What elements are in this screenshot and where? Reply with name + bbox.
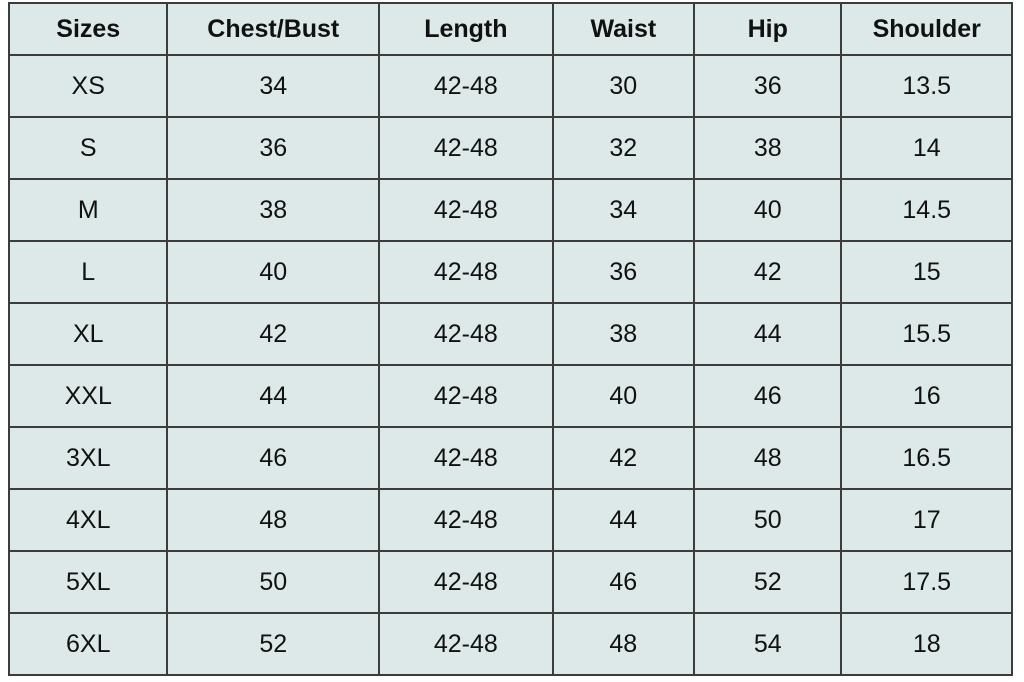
table-cell-size: L [7,240,169,304]
table-row: S 36 42-48 32 38 14 [7,116,1013,180]
table-row: 3XL 46 42-48 42 48 16.5 [7,426,1013,490]
table-cell-shoulder: 18 [840,612,1013,676]
table-cell-chest_bust: 42 [166,302,381,366]
table-cell-length: 42-48 [378,240,554,304]
table-cell-shoulder: 15.5 [840,302,1013,366]
table-row: M 38 42-48 34 40 14.5 [7,178,1013,242]
table-cell-hip: 38 [693,116,843,180]
table-cell-hip: 42 [693,240,843,304]
table-row: XXL 44 42-48 40 46 16 [7,364,1013,428]
table-cell-size: XXL [7,364,169,428]
table-cell-waist: 34 [551,178,696,242]
table-cell-shoulder: 16.5 [840,426,1013,490]
column-header-hip: Hip [693,2,843,56]
table-cell-waist: 36 [551,240,696,304]
table-cell-hip: 46 [693,364,843,428]
table-cell-chest_bust: 38 [166,178,381,242]
table-cell-size: XS [7,54,169,118]
table-cell-size: S [7,116,169,180]
table-cell-length: 42-48 [378,612,554,676]
header-row: Sizes Chest/Bust Length Waist Hip Shoulder [7,2,1013,56]
table-cell-length: 42-48 [378,364,554,428]
table-cell-waist: 30 [551,54,696,118]
table-cell-waist: 32 [551,116,696,180]
column-header-sizes: Sizes [7,2,169,56]
table-cell-chest_bust: 46 [166,426,381,490]
table-cell-hip: 54 [693,612,843,676]
table-row: 4XL 48 42-48 44 50 17 [7,488,1013,552]
column-header-length: Length [378,2,554,56]
table-cell-shoulder: 17.5 [840,550,1013,614]
table-cell-hip: 50 [693,488,843,552]
table-cell-length: 42-48 [378,550,554,614]
size-chart-body: XS 34 42-48 30 36 13.5 S 36 42-48 32 38 14 M 38 42-48 3… [7,54,1013,676]
table-cell-chest_bust: 48 [166,488,381,552]
table-cell-hip: 36 [693,54,843,118]
table-cell-size: XL [7,302,169,366]
table-cell-length: 42-48 [378,426,554,490]
table-cell-length: 42-48 [378,488,554,552]
table-cell-waist: 44 [551,488,696,552]
table-cell-length: 42-48 [378,302,554,366]
table-cell-shoulder: 15 [840,240,1013,304]
table-cell-length: 42-48 [378,116,554,180]
table-cell-waist: 48 [551,612,696,676]
table-cell-chest_bust: 34 [166,54,381,118]
column-header-chest-bust: Chest/Bust [166,2,381,56]
table-row: XL 42 42-48 38 44 15.5 [7,302,1013,366]
column-header-waist: Waist [551,2,696,56]
table-cell-shoulder: 17 [840,488,1013,552]
table-cell-length: 42-48 [378,178,554,242]
size-chart-table: Sizes Chest/Bust Length Waist Hip Shoulder XS… [7,2,1013,676]
table-cell-shoulder: 13.5 [840,54,1013,118]
size-chart-header: Sizes Chest/Bust Length Waist Hip Shoulder [7,2,1013,56]
table-cell-waist: 42 [551,426,696,490]
table-cell-hip: 48 [693,426,843,490]
column-header-shoulder: Shoulder [840,2,1013,56]
table-cell-chest_bust: 52 [166,612,381,676]
table-cell-chest_bust: 40 [166,240,381,304]
table-cell-size: 5XL [7,550,169,614]
table-cell-waist: 46 [551,550,696,614]
table-cell-waist: 38 [551,302,696,366]
table-row: L 40 42-48 36 42 15 [7,240,1013,304]
table-row: 6XL 52 42-48 48 54 18 [7,612,1013,676]
table-cell-chest_bust: 44 [166,364,381,428]
table-cell-chest_bust: 36 [166,116,381,180]
size-chart-container: Sizes Chest/Bust Length Waist Hip Shoulder XS… [7,2,1013,676]
table-cell-hip: 44 [693,302,843,366]
table-cell-hip: 40 [693,178,843,242]
table-row: 5XL 50 42-48 46 52 17.5 [7,550,1013,614]
table-cell-waist: 40 [551,364,696,428]
table-cell-shoulder: 14.5 [840,178,1013,242]
table-cell-size: M [7,178,169,242]
table-cell-size: 6XL [7,612,169,676]
table-cell-size: 3XL [7,426,169,490]
table-cell-shoulder: 14 [840,116,1013,180]
table-row: XS 34 42-48 30 36 13.5 [7,54,1013,118]
table-cell-hip: 52 [693,550,843,614]
table-cell-shoulder: 16 [840,364,1013,428]
table-cell-size: 4XL [7,488,169,552]
table-cell-length: 42-48 [378,54,554,118]
table-cell-chest_bust: 50 [166,550,381,614]
